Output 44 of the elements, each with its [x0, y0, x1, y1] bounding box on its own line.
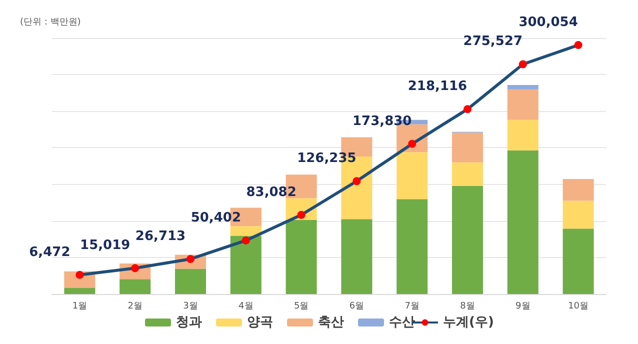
bar [507, 85, 538, 90]
x-tick-label: 2월 [128, 302, 142, 312]
bar [230, 236, 262, 294]
x-tick-label: 1월 [72, 302, 88, 312]
bar [341, 219, 372, 294]
bar [562, 200, 594, 229]
bar [64, 288, 96, 294]
bar [507, 120, 538, 150]
data-label: 300,054 [518, 15, 578, 30]
bar [452, 186, 484, 294]
x-tick-label: 4월 [238, 302, 254, 312]
data-label: 275,527 [463, 34, 523, 50]
x-tick-label: 9월 [516, 302, 530, 312]
data-label: 15,019 [80, 238, 130, 254]
legend-label: 청과 [176, 315, 202, 330]
bar [507, 89, 538, 120]
data-label: 26,713 [135, 229, 186, 244]
bar [452, 132, 484, 162]
x-tick-label: 3월 [183, 302, 198, 312]
bar [396, 152, 428, 200]
data-label: 173,830 [352, 114, 412, 129]
legend-label: 수산 [389, 315, 415, 330]
data-label: 50,402 [190, 210, 241, 226]
legend-label: 누계(우) [443, 315, 494, 330]
bar [562, 179, 594, 201]
legend-label: 양곡 [247, 315, 273, 330]
bar [452, 162, 484, 186]
x-tick-label: 7월 [404, 302, 420, 312]
text: (단위 : 백만원) [20, 18, 81, 28]
data-label: 6,472 [29, 244, 70, 260]
legend-label: 축산 [318, 315, 344, 330]
x-tick-label: 10월 [568, 302, 589, 312]
x-tick-label: 6월 [349, 302, 364, 312]
data-label: 83,082 [246, 184, 296, 200]
bar [507, 150, 538, 294]
bar [396, 199, 428, 294]
bar [562, 228, 594, 294]
bar [230, 226, 262, 236]
x-tick-label: 8월 [460, 302, 475, 312]
bar [286, 220, 317, 294]
bar [120, 279, 151, 294]
data-label: 218,116 [408, 79, 468, 94]
bar [174, 268, 206, 294]
x-tick-label: 5월 [294, 302, 309, 312]
